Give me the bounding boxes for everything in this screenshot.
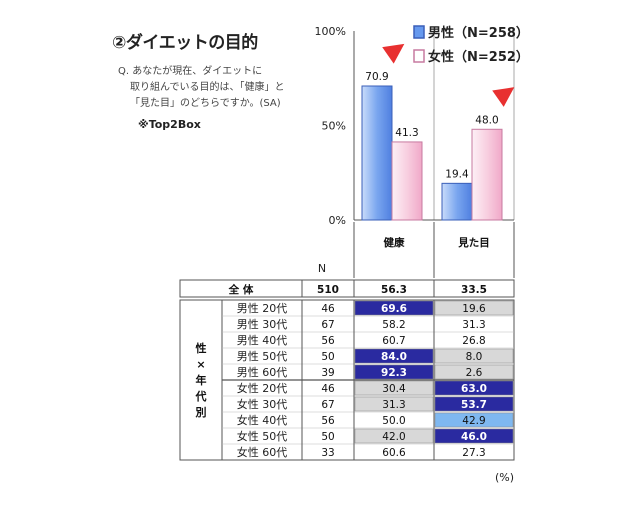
table-row-n: 50 [321, 351, 334, 363]
table-cell-value: 46.0 [461, 431, 487, 443]
table-cell-bg [355, 317, 433, 331]
table-cell-bg [434, 364, 514, 380]
table-row-label: 男性 50代 [237, 349, 288, 363]
table-cell-bg [434, 396, 514, 412]
question-line-3: 「見た目」のどちらですか。(SA) [130, 98, 281, 109]
table-cell-bg [354, 300, 434, 316]
y-tick-label: 50% [322, 120, 346, 133]
table-row-label: 女性 40代 [237, 413, 288, 427]
y-tick-label: 0% [329, 214, 346, 227]
group-label-char: 別 [195, 405, 207, 419]
table-row-label: 男性 60代 [237, 365, 288, 379]
table-row-label: 女性 20代 [237, 381, 288, 395]
table-cell-bg [435, 333, 513, 347]
group-label-char: × [196, 358, 205, 371]
table-cell-bg [434, 348, 514, 364]
table-cell-bg [354, 428, 434, 444]
legend-swatch-female [413, 49, 425, 63]
table-cell-bg [354, 396, 434, 412]
n-header: N [318, 262, 326, 275]
table-cell-bg [355, 333, 433, 347]
question-line-2: 取り組んでいる目的は、「健康」と [130, 82, 285, 93]
bar-value-label: 41.3 [395, 127, 418, 139]
table-row-n: 39 [321, 367, 334, 379]
table-cell-bg [354, 380, 434, 396]
legend-label: 男性（N=258） [428, 25, 529, 41]
total-row-box [179, 279, 515, 298]
question-line-1: Q. あなたが現在、ダイエットに [118, 66, 263, 77]
table-row-n: 56 [321, 415, 335, 427]
table-cell-value: 31.3 [462, 319, 485, 331]
group-label-char: 代 [195, 389, 207, 403]
table-cell-bg [354, 364, 434, 380]
table-cell-bg [435, 317, 513, 331]
table-cell-bg [434, 428, 514, 444]
top2box-note: ※Top2Box [138, 118, 201, 131]
highlight-arrow [492, 87, 515, 107]
y-tick-label: 100% [315, 25, 346, 38]
table-cell-bg [355, 413, 433, 427]
table-row-n: 50 [321, 431, 334, 443]
table-category-header: 見た目 [457, 237, 490, 249]
table-row-n: 46 [321, 303, 335, 315]
table-cell-bg [434, 380, 514, 396]
total-row-value: 56.3 [381, 284, 407, 296]
table-cell-value: 42.0 [382, 431, 405, 443]
bar-female-0 [391, 141, 423, 221]
table-cell-value: 60.7 [382, 335, 405, 347]
table-cell-value: 60.6 [382, 447, 406, 459]
table-cell-value: 2.6 [466, 367, 483, 379]
table-row-n: 46 [321, 383, 335, 395]
question-text: Q. あなたが現在、ダイエットに 取り組んでいる目的は、「健康」と 「見た目」の… [118, 64, 338, 112]
table-row-label: 女性 50代 [237, 429, 288, 443]
table-cell-value: 69.6 [381, 303, 407, 315]
bar-female-1 [471, 128, 503, 221]
table-cell-value: 42.9 [462, 415, 485, 427]
bar-male-0 [361, 85, 393, 221]
table-cell-value: 92.3 [381, 367, 407, 379]
table-row-n: 33 [321, 447, 334, 459]
table-cell-value: 31.3 [382, 399, 405, 411]
page-title: ②ダイエットの目的 [112, 33, 258, 53]
table-row-n: 67 [321, 399, 334, 411]
table-cell-value: 8.0 [466, 351, 483, 363]
legend-label: 女性（N=252） [428, 49, 529, 65]
bar-value-label: 48.0 [475, 114, 498, 126]
table-row-n: 56 [321, 335, 335, 347]
group-label-char: 性 [196, 341, 207, 355]
table-cell-value: 53.7 [461, 399, 487, 411]
table-category-header: 健康 [384, 236, 405, 249]
table-row-label: 男性 30代 [237, 317, 288, 331]
table-cell-value: 27.3 [462, 447, 485, 459]
table-cell-value: 58.2 [382, 319, 405, 331]
table-cell-bg [435, 445, 513, 459]
table-row-label: 女性 30代 [237, 397, 288, 411]
table-cell-bg [434, 300, 514, 316]
legend-swatch-male [413, 25, 425, 39]
group-label-char: 年 [196, 373, 207, 387]
table-cell-value: 30.4 [382, 383, 406, 395]
table-row-label: 女性 60代 [237, 445, 288, 459]
table-cell-value: 19.6 [462, 303, 486, 315]
table-cell-bg [355, 445, 433, 459]
total-row-label: 全 体 [228, 283, 254, 296]
table-cell-value: 26.8 [462, 335, 485, 347]
table-row-label: 男性 40代 [237, 333, 288, 347]
table-cell-bg [354, 348, 434, 364]
bar-value-label: 19.4 [445, 168, 469, 180]
table-cell-value: 84.0 [381, 351, 407, 363]
table-row-label: 男性 20代 [237, 301, 288, 315]
total-row-n: 510 [317, 284, 339, 296]
table-row-n: 67 [321, 319, 334, 331]
total-row-value: 33.5 [461, 284, 487, 296]
table-cell-value: 63.0 [461, 383, 487, 395]
table-cell-value: 50.0 [382, 415, 405, 427]
table-cell-bg [434, 412, 514, 428]
unit-note: (%) [495, 471, 514, 484]
bar-male-1 [441, 182, 473, 221]
bar-value-label: 70.9 [365, 71, 388, 83]
highlight-arrow [382, 43, 405, 64]
